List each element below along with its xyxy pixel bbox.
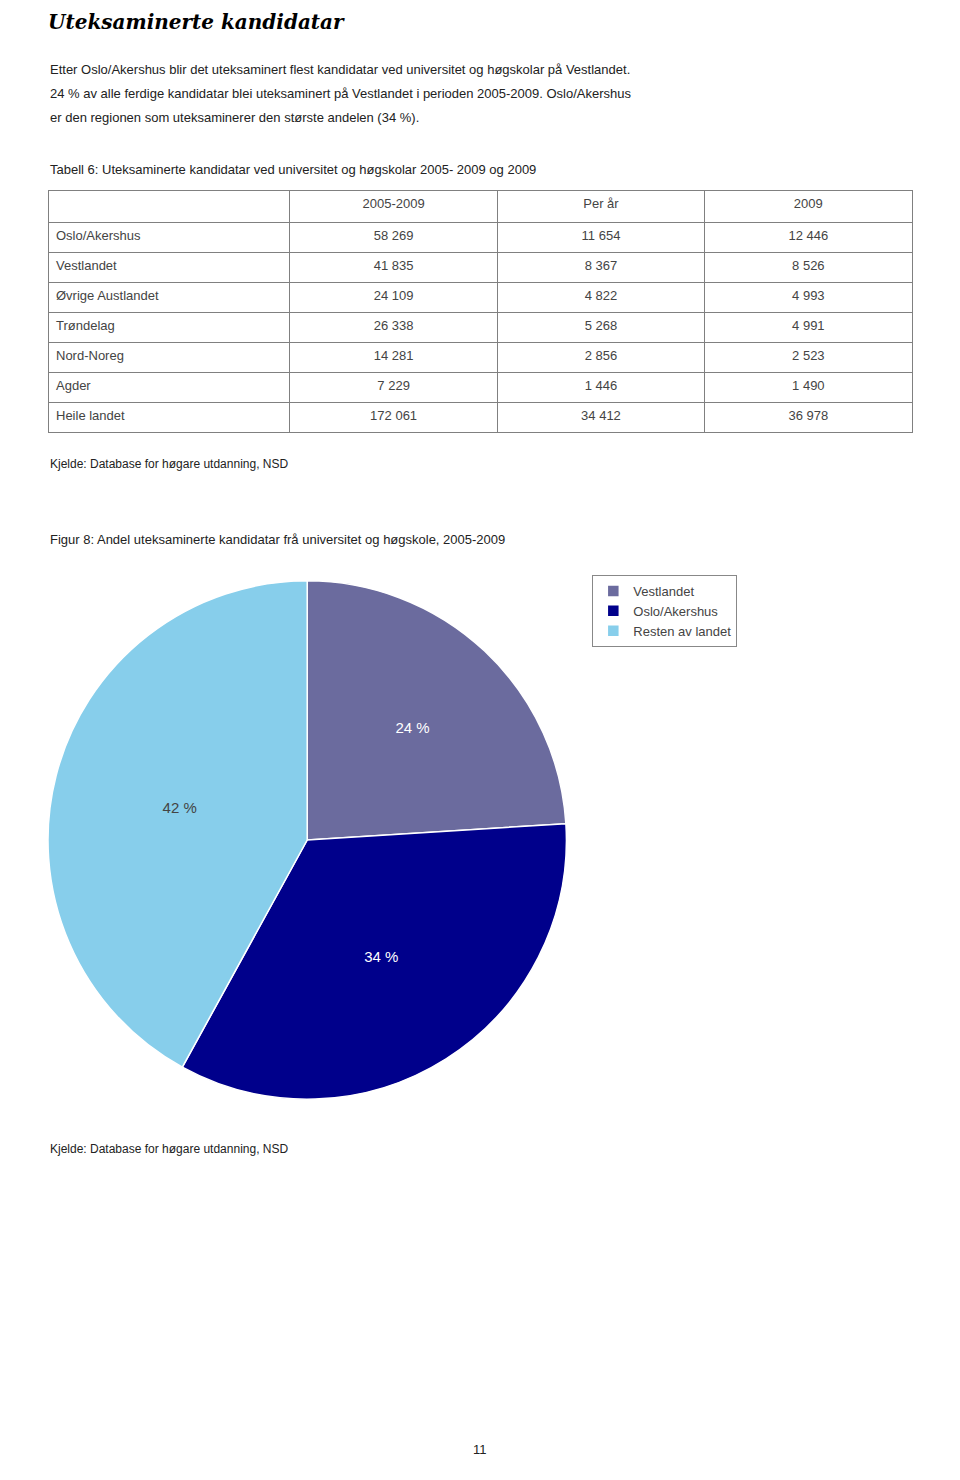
svg-text:4 993: 4 993 <box>792 288 825 303</box>
svg-text:Tabell 6: Uteksaminerte kandid: Tabell 6: Uteksaminerte kandidatar ved u… <box>50 162 536 177</box>
svg-text:2 856: 2 856 <box>585 348 618 363</box>
svg-text:8 526: 8 526 <box>792 258 825 273</box>
svg-text:Heile landet: Heile landet <box>56 408 125 423</box>
svg-text:Agder: Agder <box>56 378 91 393</box>
svg-text:Etter Oslo/Akershus blir det u: Etter Oslo/Akershus blir det uteksaminer… <box>50 62 630 77</box>
svg-text:41 835: 41 835 <box>374 258 414 273</box>
svg-text:34 412: 34 412 <box>581 408 621 423</box>
svg-text:172 061: 172 061 <box>370 408 417 423</box>
svg-text:5 268: 5 268 <box>585 318 618 333</box>
svg-text:2005-2009: 2005-2009 <box>363 196 425 211</box>
svg-text:24 % av alle ferdige kandidata: 24 % av alle ferdige kandidatar blei ute… <box>50 86 632 101</box>
svg-text:7 229: 7 229 <box>377 378 410 393</box>
svg-text:2 523: 2 523 <box>792 348 825 363</box>
svg-text:Kjelde: Database for høgare ut: Kjelde: Database for høgare utdanning, N… <box>50 457 288 471</box>
svg-text:12 446: 12 446 <box>788 228 828 243</box>
svg-text:Oslo/Akershus: Oslo/Akershus <box>633 604 718 619</box>
svg-text:Nord-Noreg: Nord-Noreg <box>56 348 124 363</box>
svg-text:4 991: 4 991 <box>792 318 825 333</box>
svg-text:1 490: 1 490 <box>792 378 825 393</box>
svg-text:11: 11 <box>473 1442 487 1457</box>
svg-text:Per år: Per år <box>583 196 619 211</box>
svg-text:14 281: 14 281 <box>374 348 414 363</box>
svg-text:Trøndelag: Trøndelag <box>56 318 115 333</box>
svg-text:24 %: 24 % <box>395 719 429 736</box>
svg-text:24 109: 24 109 <box>374 288 414 303</box>
svg-text:Kjelde: Database for høgare ut: Kjelde: Database for høgare utdanning, N… <box>50 1142 288 1156</box>
svg-text:8 367: 8 367 <box>585 258 618 273</box>
svg-text:58 269: 58 269 <box>374 228 414 243</box>
svg-text:4 822: 4 822 <box>585 288 618 303</box>
svg-text:Uteksaminerte kandidatar: Uteksaminerte kandidatar <box>48 10 345 34</box>
svg-text:42 %: 42 % <box>163 799 197 816</box>
svg-text:Vestlandet: Vestlandet <box>633 584 694 599</box>
svg-text:34 %: 34 % <box>364 948 398 965</box>
svg-text:Resten av landet: Resten av landet <box>633 624 731 639</box>
svg-text:26 338: 26 338 <box>374 318 414 333</box>
svg-text:Vestlandet: Vestlandet <box>56 258 117 273</box>
svg-text:Oslo/Akershus: Oslo/Akershus <box>56 228 141 243</box>
svg-text:1 446: 1 446 <box>585 378 618 393</box>
svg-text:er den regionen som uteksamine: er den regionen som uteksaminerer den st… <box>50 110 419 125</box>
svg-text:11 654: 11 654 <box>582 228 621 243</box>
svg-text:Figur 8: Andel uteksaminerte k: Figur 8: Andel uteksaminerte kandidatar … <box>50 532 505 547</box>
svg-text:Øvrige Austlandet: Øvrige Austlandet <box>56 288 159 303</box>
svg-text:2009: 2009 <box>794 196 823 211</box>
svg-text:36 978: 36 978 <box>788 408 828 423</box>
